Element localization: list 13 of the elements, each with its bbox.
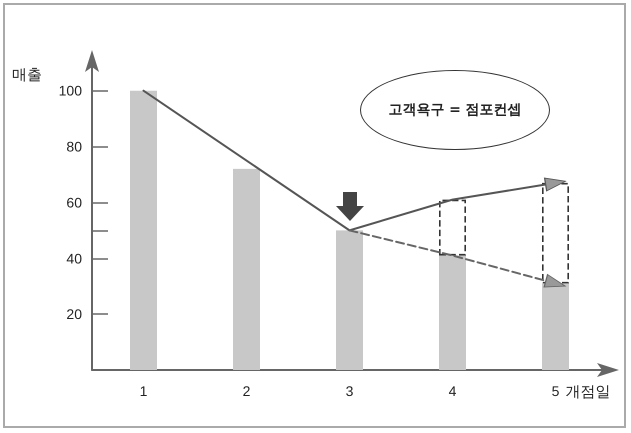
- x-tick-label: 4: [448, 383, 457, 399]
- y-tick-label: 40: [66, 250, 82, 266]
- y-tick-label: 60: [66, 194, 82, 210]
- y-tick-label: 100: [58, 82, 82, 99]
- x-axis-title: 개점일: [565, 382, 610, 400]
- x-tick-label: 2: [242, 383, 251, 399]
- x-tick-label: 3: [346, 383, 354, 399]
- y-tick-label: 20: [66, 306, 82, 322]
- y-tick-label: 80: [66, 138, 82, 155]
- x-tick-label: 1: [140, 383, 148, 399]
- y-axis-title: 매출: [12, 66, 42, 84]
- annotation: 고객욕구 = 점포컨셉: [388, 101, 522, 119]
- x-tick-label: 5: [552, 383, 560, 399]
